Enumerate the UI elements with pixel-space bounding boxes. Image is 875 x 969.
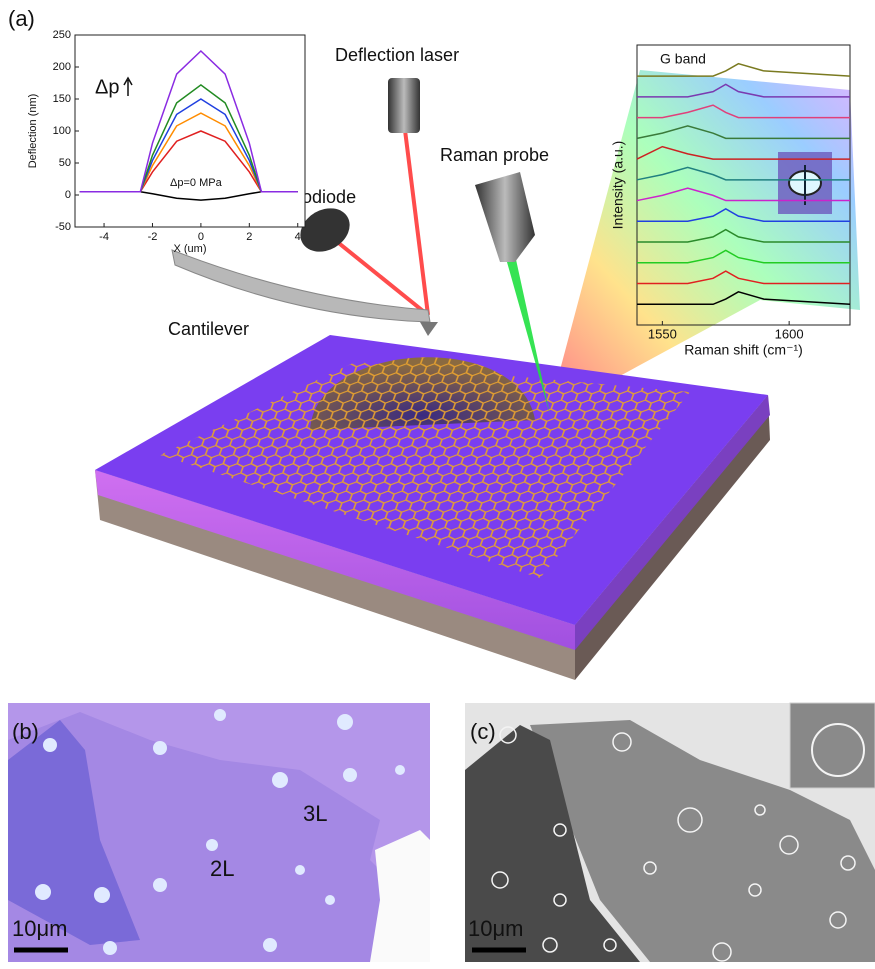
y-tick-label: 50: [59, 157, 71, 169]
scale-label: 10μm: [12, 916, 67, 941]
objective: [475, 172, 535, 262]
scale-label: 10μm: [468, 916, 523, 941]
x-axis-label: Raman shift (cm⁻¹): [684, 342, 803, 358]
y-axis-label: Intensity (a.u.): [610, 141, 626, 230]
y-tick-label: 250: [53, 29, 71, 41]
y-axis-label: Deflection (nm): [27, 94, 39, 169]
y-tick-label: 100: [53, 125, 71, 137]
label: Raman probe: [440, 145, 549, 165]
panel-label: (b): [12, 719, 39, 744]
x-tick-label: 4: [295, 231, 301, 243]
panel-label: (c): [470, 719, 496, 744]
x-tick-label: 1550: [648, 326, 677, 341]
layer-label: 3L: [303, 801, 327, 826]
x-tick-label: -4: [99, 231, 109, 243]
y-tick-label: 200: [53, 61, 71, 73]
laser: [388, 78, 420, 133]
panel-b: (b) 3L 2L 10μm: [8, 703, 430, 962]
x-axis-label: X (um): [174, 243, 207, 255]
annotation: Δp=0 MPa: [170, 177, 223, 189]
tip: [420, 322, 438, 336]
y-tick-label: 0: [65, 189, 71, 201]
x-tick-label: 2: [246, 231, 252, 243]
x-tick-label: -2: [148, 231, 158, 243]
annotation: Δp: [95, 76, 119, 98]
panel-c: (c) 10μm: [465, 703, 875, 962]
y-tick-label: 150: [53, 93, 71, 105]
laser-beam: [405, 130, 428, 315]
label: Cantilever: [168, 319, 249, 339]
layer-label: 2L: [210, 856, 234, 881]
plot-area: [75, 35, 305, 227]
inset-bubble: [812, 724, 864, 776]
annotation: G band: [660, 51, 706, 67]
x-tick-label: 0: [198, 231, 204, 243]
figure: (a) Deflection laser Raman probe Photodi…: [0, 0, 875, 969]
panel-label: (a): [8, 6, 35, 31]
x-tick-label: 1600: [775, 326, 804, 341]
y-tick-label: -50: [55, 221, 71, 233]
label: Deflection laser: [335, 45, 459, 65]
